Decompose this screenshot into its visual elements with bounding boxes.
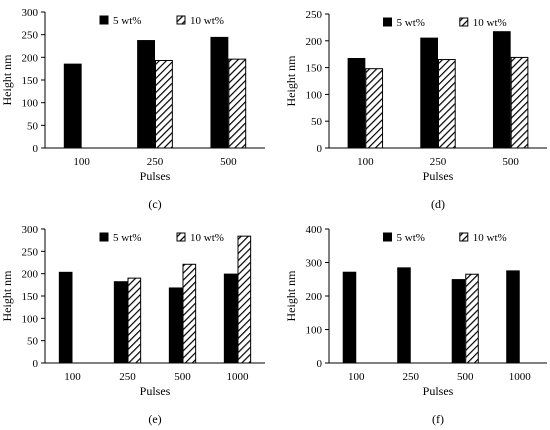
x-tick-label: 100 — [73, 156, 90, 168]
bar-series1-100 — [347, 57, 366, 149]
chart-panel-f: 0 100 200 300 400 Height nm 100 250 500 1000 Pulse… — [284, 224, 547, 426]
legend: 5 wt% 10 wt% — [99, 232, 224, 244]
bar-series1-500 — [492, 31, 511, 149]
x-axis-title: Pulses — [140, 169, 171, 183]
bar-series1-500 — [210, 36, 229, 149]
bar-series2-250 — [438, 59, 456, 149]
y-tick-label: 50 — [27, 336, 39, 348]
bar-series2-500 — [182, 263, 197, 364]
y-tick-label: 0 — [33, 143, 39, 155]
y-tick-label: 150 — [22, 75, 39, 87]
legend-label: 5 wt% — [113, 15, 141, 27]
legend-swatch-solid — [383, 17, 392, 27]
bar-series2-100 — [365, 68, 384, 149]
bar-series1-100 — [58, 271, 73, 364]
legend-label: 10 wt% — [190, 15, 224, 27]
x-tick-label: 500 — [502, 156, 519, 168]
y-tick-label: 0 — [317, 358, 323, 370]
x-tick-label: 250 — [430, 156, 447, 168]
legend-label: 5 wt% — [113, 232, 141, 244]
y-tick-label: 300 — [306, 258, 323, 270]
y-tick-label: 150 — [22, 291, 39, 303]
legend-label: 10 wt% — [473, 232, 507, 244]
x-tick-label: 100 — [64, 371, 81, 383]
x-tick-label: 1000 — [509, 371, 532, 383]
legend: 5 wt% 10 wt% — [383, 17, 507, 29]
legend: 5 wt% 10 wt% — [383, 232, 507, 244]
bar-series2-500 — [228, 58, 247, 149]
x-tick-label: 500 — [220, 156, 237, 168]
x-tick-label: 250 — [119, 371, 136, 383]
y-tick-label: 100 — [22, 313, 39, 325]
y-tick-label: 250 — [306, 9, 323, 21]
bar-series2-250 — [155, 60, 173, 149]
bar-series2-500 — [510, 56, 529, 149]
chart-panel-e: 0 50 100 150 200 250 300 Height nm 100 250 500 1000… — [0, 224, 265, 426]
x-tick-label: 100 — [357, 156, 374, 168]
x-tick-label: 500 — [174, 371, 191, 383]
bar-series2-1000 — [237, 235, 252, 364]
y-axis-title: Height nm — [284, 270, 298, 322]
legend-swatch-hatched — [459, 17, 469, 27]
legend-swatch-hatched — [459, 232, 469, 242]
y-tick-label: 200 — [22, 269, 39, 281]
y-tick-label: 100 — [306, 89, 323, 101]
panel-caption: (d) — [431, 197, 445, 211]
y-tick-label: 50 — [311, 116, 323, 128]
legend-swatch-solid — [99, 232, 109, 242]
y-tick-label: 150 — [306, 63, 323, 75]
panel-caption: (f) — [432, 412, 444, 426]
y-tick-label: 200 — [306, 36, 323, 48]
bar-series1-250 — [113, 281, 128, 364]
y-tick-label: 250 — [22, 30, 39, 42]
x-axis-title: Pulses — [423, 169, 454, 183]
legend-label: 5 wt% — [397, 232, 425, 244]
bar-series1-1000 — [506, 270, 520, 364]
bar-series1-100 — [63, 63, 82, 149]
chart-panel-d: 0 50 100 150 200 250 Height nm 100 250 500 Pulses 5… — [284, 9, 547, 211]
bar-series1-500 — [451, 279, 466, 364]
y-tick-label: 200 — [22, 52, 39, 64]
bar-series1-250 — [137, 40, 155, 149]
bar-series1-500 — [168, 287, 183, 364]
bar-series1-250 — [420, 37, 438, 149]
y-tick-label: 400 — [306, 224, 323, 236]
y-tick-label: 100 — [306, 325, 323, 337]
legend-swatch-solid — [99, 15, 109, 25]
y-tick-label: 250 — [22, 246, 39, 258]
y-tick-label: 100 — [22, 98, 39, 110]
panel-caption: (e) — [148, 412, 161, 426]
x-tick-label: 500 — [457, 371, 474, 383]
bar-series2-250 — [127, 277, 142, 364]
panel-caption: (c) — [148, 197, 161, 211]
y-axis-title: Height nm — [0, 54, 14, 106]
bar-series1-250 — [397, 267, 411, 364]
legend-swatch-hatched — [176, 232, 186, 242]
y-axis-title: Height nm — [0, 270, 14, 322]
y-tick-label: 0 — [33, 358, 39, 370]
y-axis-title: Height nm — [284, 55, 298, 107]
bar-series1-1000 — [223, 273, 238, 364]
y-tick-label: 300 — [22, 224, 39, 236]
x-tick-label: 250 — [147, 156, 164, 168]
legend-swatch-solid — [383, 232, 392, 242]
x-axis-title: Pulses — [423, 384, 454, 398]
legend: 5 wt% 10 wt% — [99, 15, 224, 27]
bar-series2-500 — [465, 273, 479, 364]
y-tick-label: 50 — [27, 120, 39, 132]
chart-panel-c: 0 50 100 150 200 250 300 Height nm 100 250 500 Puls… — [0, 7, 265, 211]
legend-label: 10 wt% — [473, 17, 507, 29]
x-tick-label: 250 — [403, 371, 420, 383]
x-tick-label: 1000 — [227, 371, 250, 383]
bar-series1-100 — [342, 271, 357, 364]
x-tick-label: 100 — [348, 371, 365, 383]
y-tick-label: 0 — [317, 143, 323, 155]
legend-label: 10 wt% — [190, 232, 224, 244]
y-tick-label: 300 — [22, 7, 39, 19]
legend-swatch-hatched — [176, 15, 186, 25]
y-tick-label: 200 — [306, 291, 323, 303]
legend-label: 5 wt% — [397, 17, 425, 29]
x-axis-title: Pulses — [140, 384, 171, 398]
